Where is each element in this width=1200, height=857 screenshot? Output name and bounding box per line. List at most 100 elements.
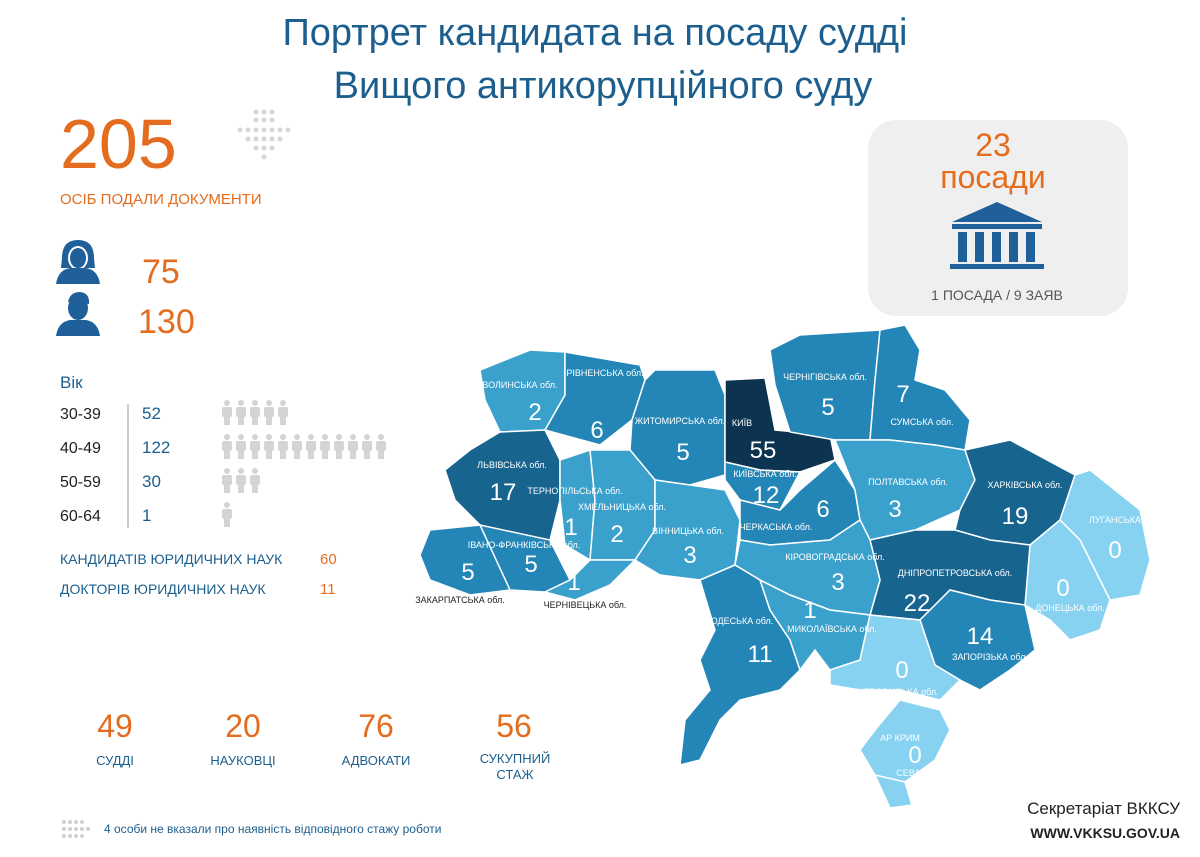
- person-legs: [252, 450, 258, 459]
- experience-count: 56: [496, 708, 532, 744]
- person-icon: [334, 434, 344, 459]
- person-head: [238, 400, 244, 406]
- person-head: [238, 468, 244, 474]
- region-count: 6: [590, 417, 603, 444]
- person-body: [292, 441, 302, 451]
- degree-label: ДОКТОРІВ ЮРИДИЧНИХ НАУК: [60, 581, 266, 597]
- person-icon: [292, 434, 302, 459]
- region-count: 22: [904, 590, 931, 617]
- person-head: [224, 502, 230, 508]
- person-legs: [238, 484, 244, 493]
- experience-count: 20: [225, 708, 261, 744]
- dots-icon: [237, 109, 291, 160]
- region-count: 0: [895, 657, 908, 684]
- person-legs: [252, 484, 258, 493]
- degree-count: 11: [320, 581, 336, 598]
- person-legs: [238, 416, 244, 425]
- note: 4 особи не вказали про наявність відпові…: [104, 822, 441, 836]
- region: [542, 559, 637, 601]
- region-count: 1: [564, 514, 577, 541]
- person-icon: [236, 434, 246, 459]
- region: [629, 369, 726, 486]
- person-body: [236, 407, 246, 417]
- person-body: [278, 407, 288, 417]
- person-legs: [350, 450, 356, 459]
- age-title: Вік: [60, 373, 83, 392]
- person-icon: [222, 502, 232, 527]
- person-icon: [362, 434, 372, 459]
- person-head: [252, 468, 258, 474]
- region-name: СЕВАСТОПОЛЬ: [896, 768, 964, 778]
- region-name: КИЇВ: [732, 418, 752, 428]
- region-count: 55: [750, 437, 777, 464]
- region-name: ЧЕРНІГІВСЬКА обл.: [783, 372, 867, 382]
- person-icon: [264, 434, 274, 459]
- person-body: [222, 407, 232, 417]
- region-count: 7: [896, 381, 909, 408]
- person-legs: [224, 450, 230, 459]
- person-icon: [264, 400, 274, 425]
- title-line: Вищого антикорупційного суду: [334, 65, 873, 107]
- age-count: 52: [142, 404, 161, 423]
- person-body: [222, 475, 232, 485]
- person-legs: [378, 450, 384, 459]
- experience-label: СУКУПНИЙ СТАЖ: [479, 751, 551, 782]
- region-name: ДОНЕЦЬКА обл.: [1035, 603, 1104, 613]
- age-table: 30-39 52 40-49 122 50-59 30 60-64 1: [60, 400, 386, 527]
- person-head: [280, 434, 286, 440]
- person-icon: [278, 434, 288, 459]
- person-legs: [322, 450, 328, 459]
- person-head: [294, 434, 300, 440]
- region-count: 0: [1056, 575, 1069, 602]
- region-name: ВОЛИНСЬКА обл.: [482, 380, 557, 390]
- person-body: [306, 441, 316, 451]
- region-count: 0: [908, 784, 921, 811]
- person-icon: [236, 400, 246, 425]
- person-legs: [238, 450, 244, 459]
- region-name: ПОЛТАВСЬКА обл.: [868, 477, 948, 487]
- region-count: 2: [610, 521, 623, 548]
- region-name: ТЕРНОПІЛЬСЬКА обл.: [527, 486, 622, 496]
- person-icon: [250, 468, 260, 493]
- male-count: 130: [138, 303, 195, 341]
- person-head: [350, 434, 356, 440]
- region-name: АР КРИМ: [880, 733, 920, 743]
- region: [543, 351, 646, 446]
- region-count: 5: [461, 559, 474, 586]
- person-legs: [308, 450, 314, 459]
- person-body: [264, 407, 274, 417]
- age-range: 40-49: [60, 440, 101, 457]
- person-head: [252, 434, 258, 440]
- age-count: 122: [142, 438, 170, 457]
- person-icon: [250, 400, 260, 425]
- person-icon: [222, 400, 232, 425]
- person-head: [252, 400, 258, 406]
- region-count: 1: [567, 569, 580, 596]
- experience-label: АДВОКАТИ: [342, 753, 411, 768]
- degree-label: КАНДИДАТІВ ЮРИДИЧНИХ НАУК: [60, 551, 283, 567]
- region-name: ЗАКАРПАТСЬКА обл.: [415, 595, 505, 605]
- person-body: [236, 441, 246, 451]
- region-count: 5: [676, 439, 689, 466]
- region-count: 19: [1002, 503, 1029, 530]
- degree-count: 60: [320, 551, 337, 568]
- person-legs: [266, 450, 272, 459]
- region: [869, 324, 971, 451]
- region-name: ЗАПОРІЗЬКА обл.: [952, 652, 1028, 662]
- region-count: 3: [888, 496, 901, 523]
- age-count: 1: [142, 506, 151, 525]
- region-count: 6: [816, 496, 829, 523]
- male-icon: [56, 292, 100, 336]
- age-range: 30-39: [60, 406, 101, 423]
- region-name: ЧЕРНІВЕЦЬКА обл.: [544, 600, 627, 610]
- region-name: МИКОЛАЇВСЬКА обл.: [787, 624, 877, 634]
- region-count: 1: [803, 597, 816, 624]
- region-name: ЧЕРКАСЬКА обл.: [740, 522, 813, 532]
- person-head: [322, 434, 328, 440]
- positions-label: посади: [940, 159, 1045, 195]
- region-name: ВІННИЦЬКА обл.: [652, 526, 724, 536]
- region-count: 2: [528, 399, 541, 426]
- region-count: 3: [683, 542, 696, 569]
- region-count: 11: [748, 641, 773, 668]
- region-count: 0: [1108, 537, 1121, 564]
